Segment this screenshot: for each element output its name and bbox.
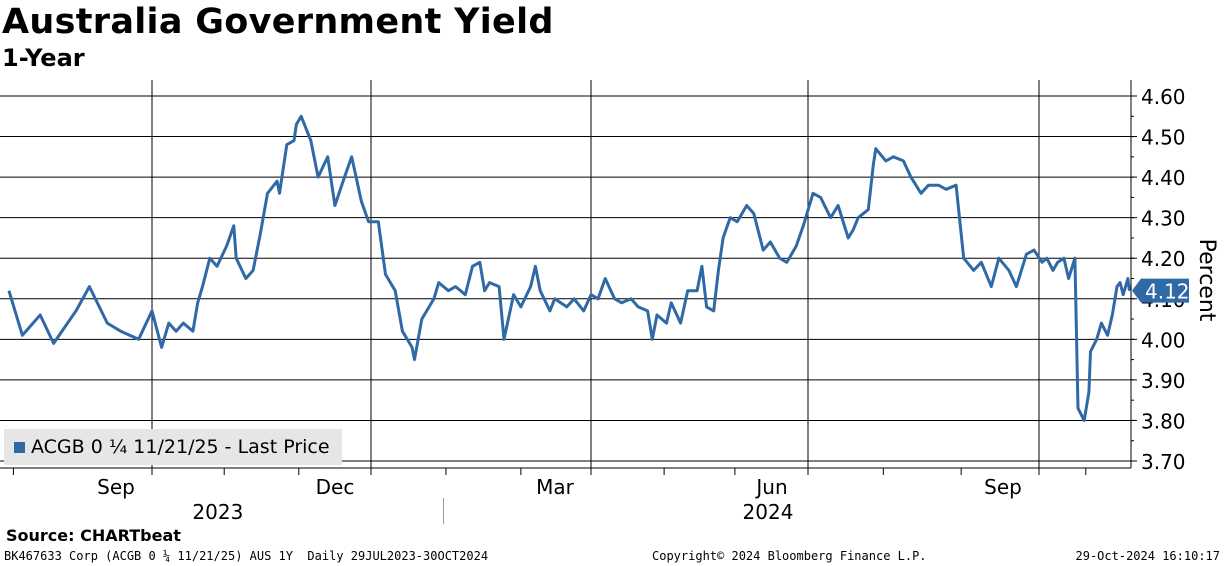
y-tick-label: 4.20 (1141, 247, 1186, 271)
last-price-label: 4.12 (1145, 280, 1190, 304)
x-tick-label: Mar (536, 475, 575, 499)
legend: ACGB 0 ¼ 11/21/25 - Last Price (4, 429, 342, 465)
footer-timestamp: 29-Oct-2024 16:10:17 (1075, 549, 1221, 563)
y-tick-label: 4.30 (1141, 207, 1186, 231)
y-tick-label: 3.80 (1141, 409, 1186, 433)
y-tick-label: 4.60 (1141, 85, 1186, 109)
y-tick-label: 3.90 (1141, 369, 1186, 393)
x-tick-label: Sep (97, 475, 135, 499)
y-tick-label: 3.70 (1141, 450, 1186, 474)
y-tick-label: 4.50 (1141, 126, 1186, 150)
footer-copyright: Copyright© 2024 Bloomberg Finance L.P. (652, 549, 927, 563)
source-note: Source: CHARTbeat (6, 526, 181, 545)
y-axis-title: Percent (1194, 239, 1219, 322)
year-label: 2024 (743, 500, 794, 524)
x-tick-label: Jun (754, 475, 787, 499)
series-line (7, 114, 1131, 422)
last-price-badge (1132, 278, 1189, 303)
legend-label: ACGB 0 ¼ 11/21/25 - Last Price (31, 436, 330, 458)
grid-lines (0, 80, 1131, 468)
chart-subtitle: 1-Year (2, 44, 85, 72)
series-layer (7, 114, 1131, 422)
year-label: 2023 (192, 500, 243, 524)
y-tick-label: 4.00 (1141, 328, 1186, 352)
y-tick-label: 4.40 (1141, 166, 1186, 190)
marker-layer: 4.12 (1129, 278, 1190, 304)
axis-layer: 4.604.504.404.304.204.104.003.903.803.70… (0, 80, 1219, 524)
footer-security-info: BK467633 Corp (ACGB 0 ¼ 11/21/25) AUS 1Y… (4, 549, 489, 563)
x-tick-label: Dec (316, 475, 355, 499)
legend-swatch (14, 441, 25, 453)
x-tick-label: Sep (984, 475, 1022, 499)
chart-title: Australia Government Yield (2, 2, 554, 42)
